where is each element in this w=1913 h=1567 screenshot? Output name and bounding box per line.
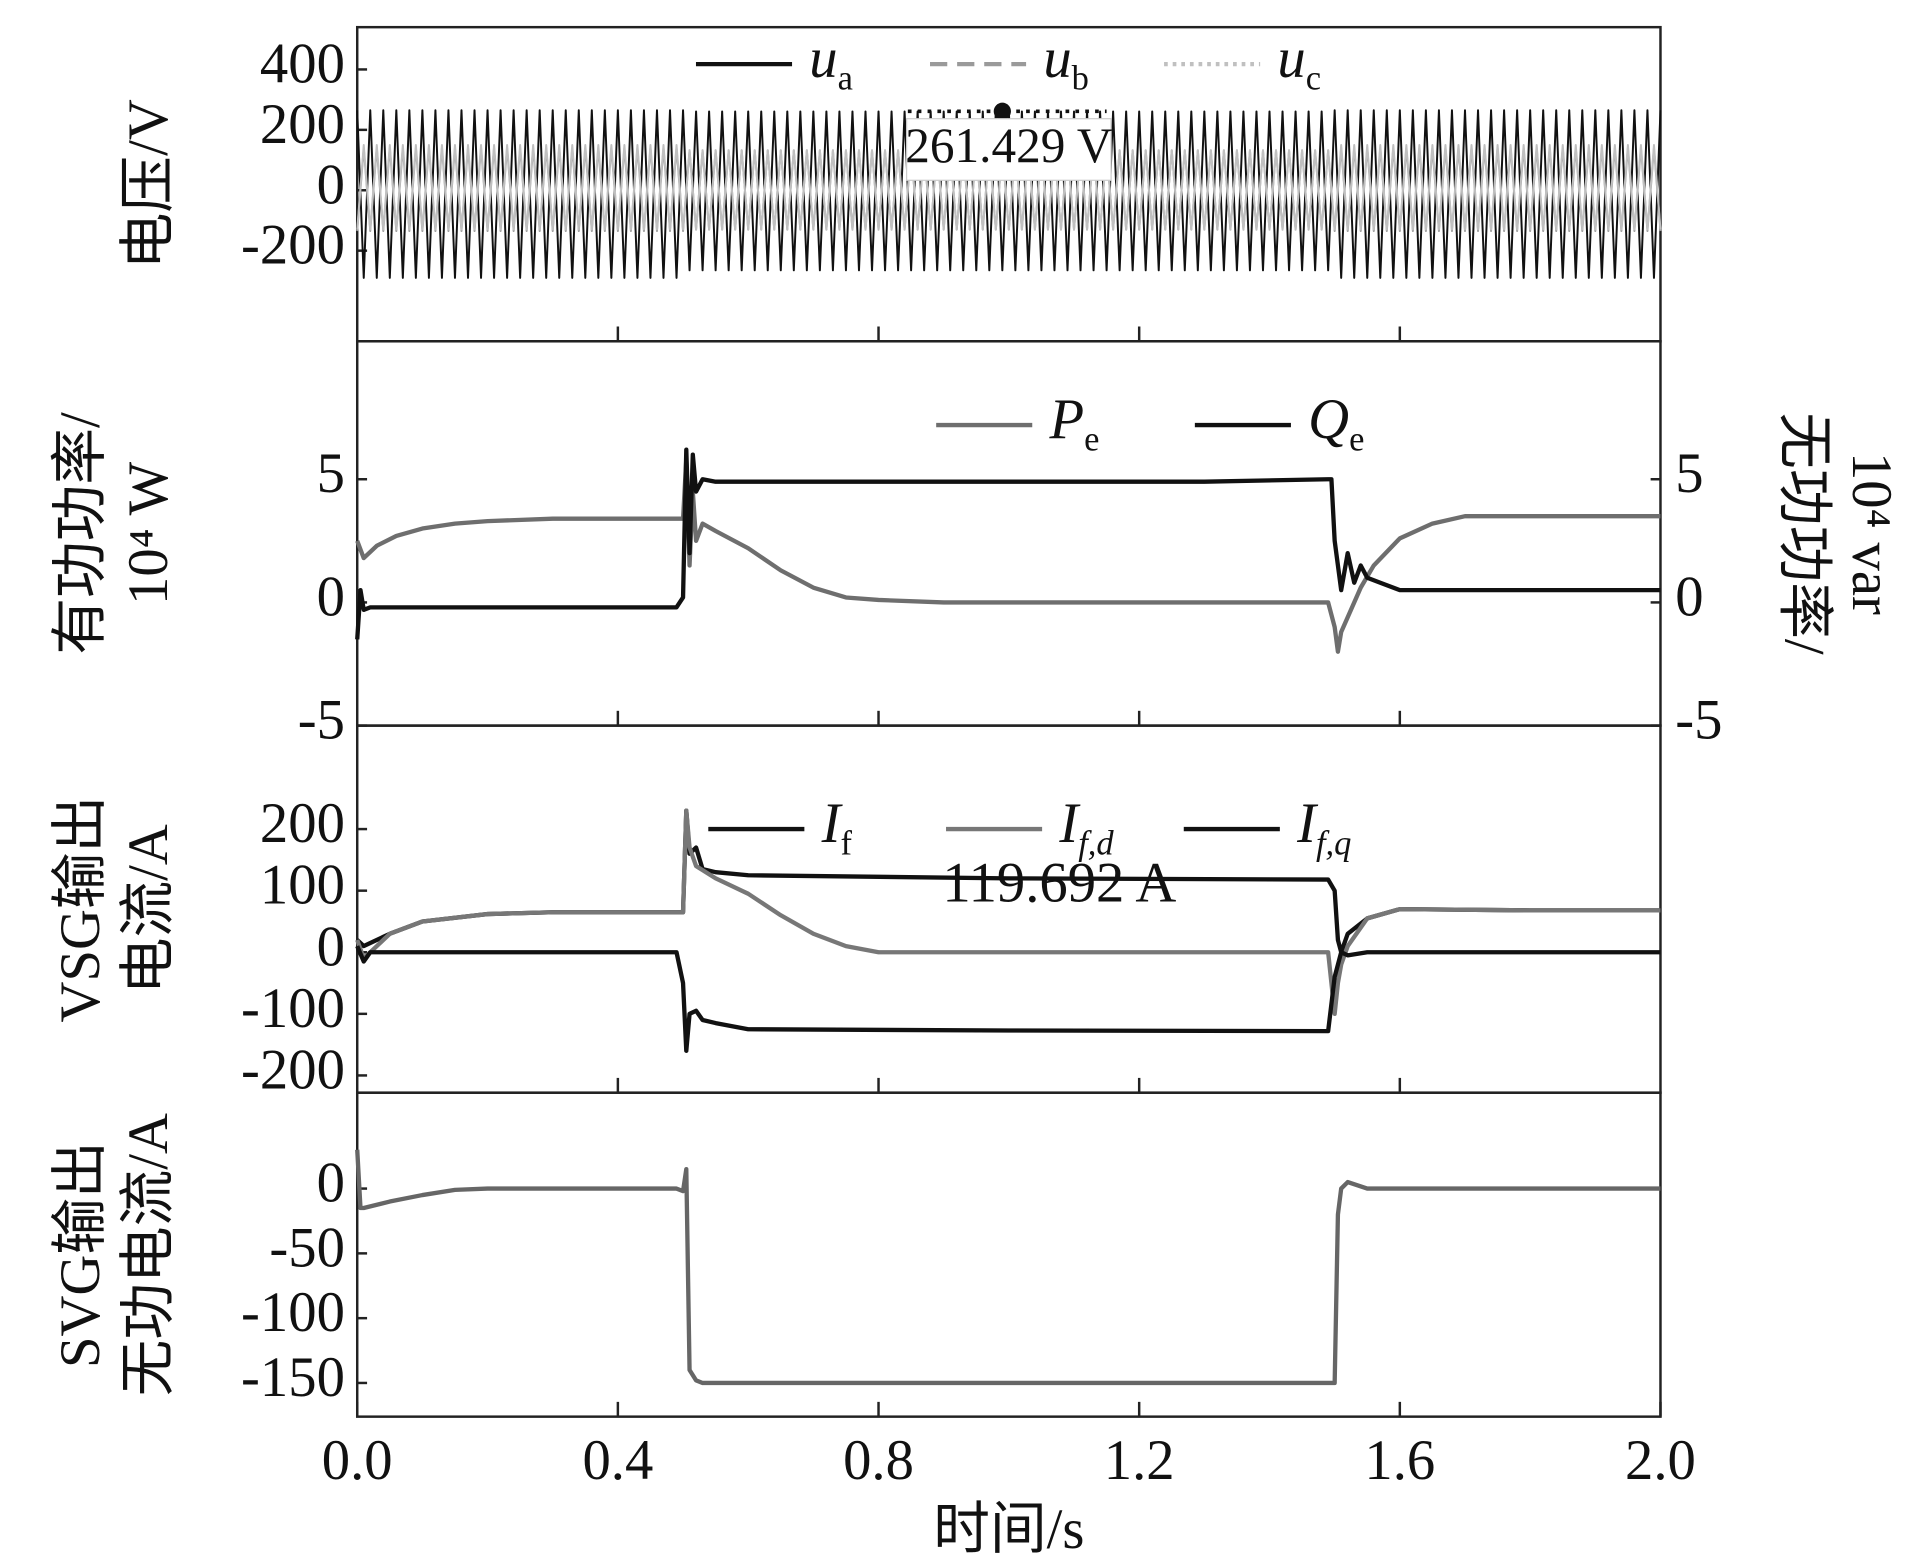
y-tick-label: 0 [317,916,345,978]
annotation-text: 119.692 A [942,852,1176,914]
y-axis-label: 有功功率/ [50,412,112,655]
y2-axis-label: 无功功率/ [1772,412,1834,655]
y2-tick-label: -5 [1675,690,1722,752]
y2-tick-label: 5 [1675,443,1703,505]
y-axis-label: 无功电流/A [118,1113,180,1396]
y-axis-label: 10⁴ W [118,461,180,605]
x-tick-label: 1.2 [1104,1430,1175,1492]
y-axis-label: SVG输出 [50,1141,112,1368]
x-tick-label: 1.6 [1364,1430,1435,1492]
annotation-point [993,102,1011,120]
x-axis-label: 时间/s [933,1499,1084,1561]
plot-frame [355,340,1662,727]
y-tick-label: -200 [241,1039,345,1101]
plot-frame [355,1091,1662,1418]
x-tick-label: 0.0 [322,1430,393,1492]
legend-label: ua [809,28,853,97]
series-line [355,1149,1661,1386]
y-tick-label: 0 [317,566,345,628]
series-line [355,457,1661,654]
y-tick-label: 0 [317,154,345,216]
y-tick-label: -100 [241,978,345,1040]
series-line [355,447,1661,640]
legend-label: If,q [1296,793,1351,862]
y-tick-label: 200 [260,793,345,855]
annotation-text: 261.429 V [905,118,1113,173]
legend-label: uc [1277,28,1321,97]
y-axis-label: VSG输出 [50,796,112,1023]
y-tick-label: -100 [241,1282,345,1344]
y-tick-label: -200 [241,215,345,277]
y-tick-label: -150 [241,1347,345,1409]
y-tick-label: 100 [260,855,345,917]
x-tick-label: 2.0 [1625,1430,1696,1492]
y-axis-label: 电流/A [118,824,180,994]
y-tick-label: -50 [269,1217,345,1279]
y-tick-label: 200 [260,94,345,156]
y-tick-label: -5 [298,690,345,752]
x-tick-label: 0.4 [582,1430,653,1492]
annotation-box [905,118,1112,181]
legend-label: ub [1043,28,1089,97]
legend-label: Qe [1308,389,1364,458]
plot-frame [355,25,1662,343]
y-tick-label: 400 [260,33,345,95]
y2-tick-label: 0 [1675,566,1703,628]
y2-axis-label: 10⁴ var [1840,452,1902,615]
y-tick-label: 5 [317,443,345,505]
legend-label: If,d [1058,793,1114,862]
y-tick-label: 0 [317,1153,345,1215]
series-line [356,143,1662,231]
series-line [355,945,1661,1053]
legend-label: If [821,793,853,862]
legend-label: Pe [1049,389,1100,458]
y-axis-label: 电压/V [118,99,180,269]
x-tick-label: 0.8 [843,1430,914,1492]
